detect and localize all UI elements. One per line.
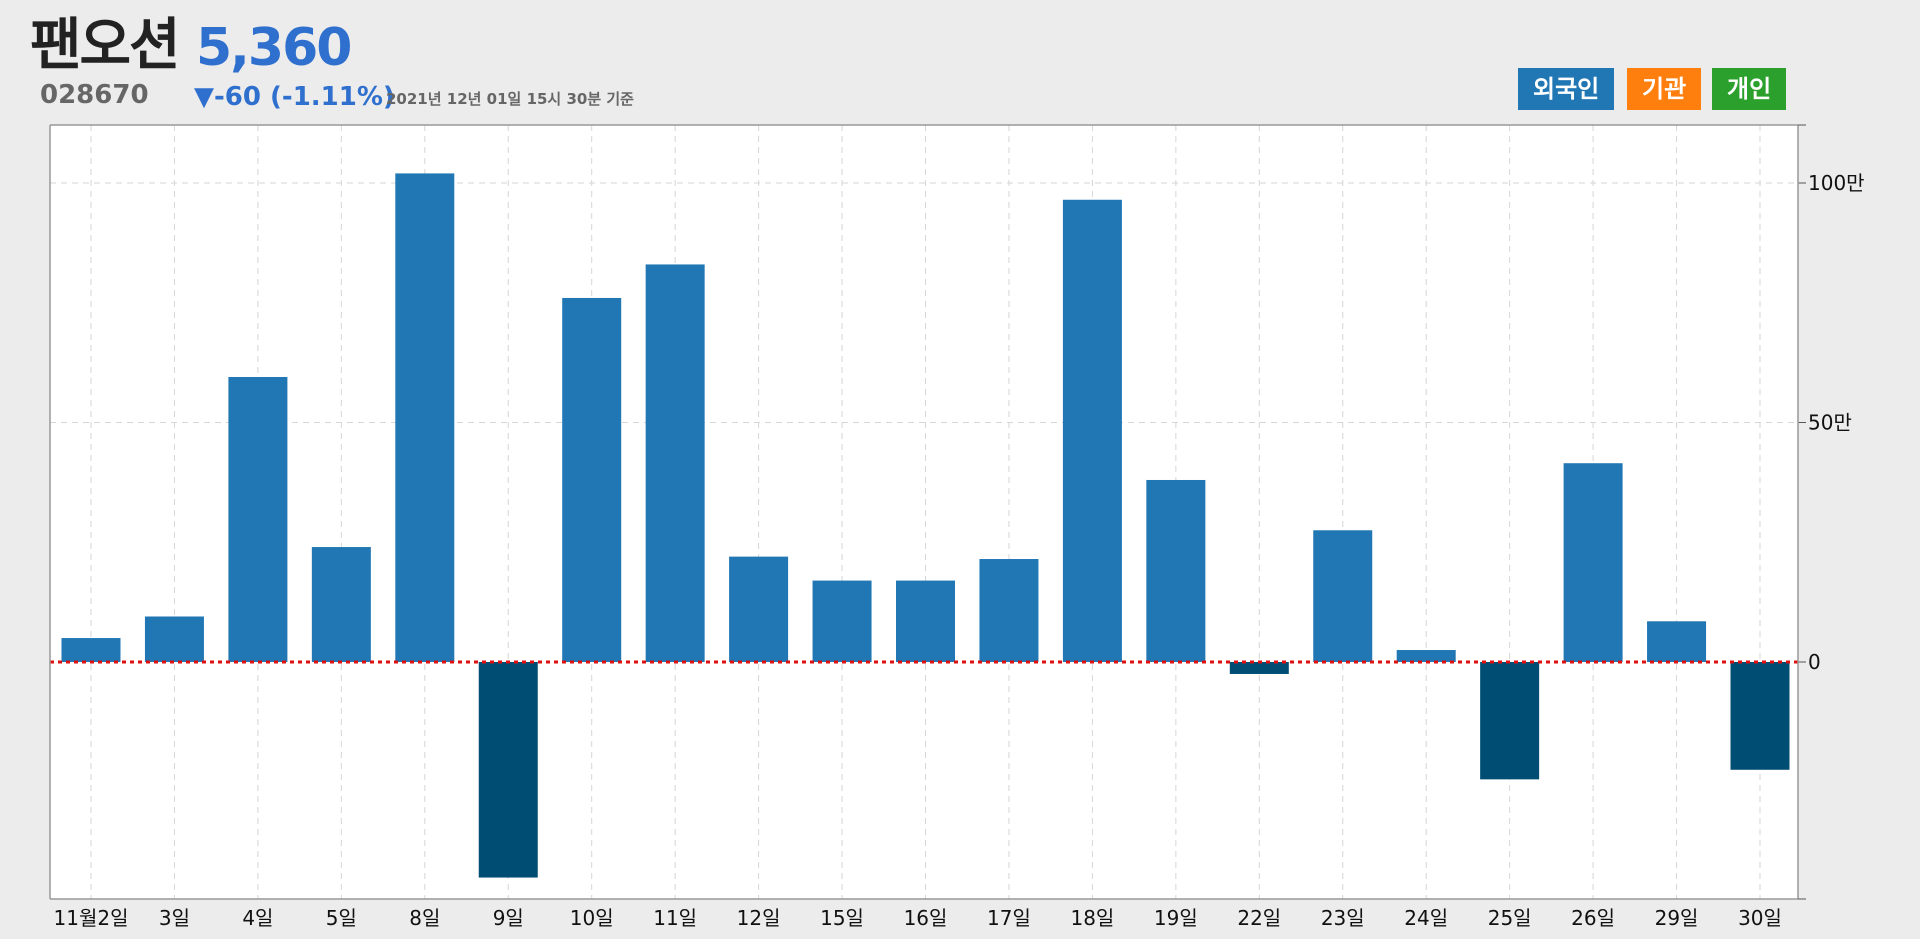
as-of-timestamp: 2021년 12년 01일 15시 30분 기준 — [386, 90, 634, 108]
bar — [1647, 621, 1707, 662]
stock-code: 028670 — [40, 80, 149, 110]
bar — [311, 547, 371, 662]
bar — [1062, 199, 1122, 662]
legend-institution-button[interactable]: 기관 — [1627, 68, 1702, 110]
bar — [812, 580, 872, 662]
x-tick-label: 3일 — [159, 906, 190, 930]
y-tick-label: 100만 — [1808, 171, 1865, 195]
bar — [896, 580, 955, 662]
bar — [1146, 479, 1206, 662]
stock-name: 팬오션 — [30, 13, 181, 78]
x-tick-label: 9일 — [493, 906, 524, 930]
x-tick-label: 18일 — [1070, 906, 1114, 930]
bar — [1563, 463, 1623, 662]
bar — [1396, 650, 1456, 662]
bar — [645, 264, 705, 662]
x-tick-label: 12일 — [737, 906, 781, 930]
bar — [144, 616, 204, 662]
stock-price: 5,360 — [196, 18, 352, 78]
x-tick-label: 25일 — [1488, 906, 1532, 930]
x-tick-label: 24일 — [1404, 906, 1448, 930]
x-tick-label: 11월2일 — [54, 906, 129, 930]
bar — [1480, 662, 1540, 780]
bar — [562, 297, 622, 662]
bar — [1313, 530, 1373, 662]
plot-area — [50, 125, 1798, 899]
bar — [729, 556, 789, 662]
bar — [1730, 662, 1790, 770]
bar — [1229, 662, 1289, 674]
legend-individual-button[interactable]: 개인 — [1712, 68, 1787, 110]
x-tick-label: 26일 — [1571, 906, 1615, 930]
x-tick-label: 11일 — [653, 906, 697, 930]
x-tick-label: 16일 — [904, 906, 948, 930]
bar — [979, 559, 1039, 662]
x-tick-label: 23일 — [1321, 906, 1365, 930]
x-tick-label: 29일 — [1655, 906, 1699, 930]
price-change: ▼-60 (-1.11%) — [194, 82, 395, 112]
x-tick-label: 15일 — [820, 906, 864, 930]
y-tick-label: 50만 — [1808, 411, 1852, 435]
bar — [395, 173, 455, 663]
x-tick-label: 5일 — [326, 906, 357, 930]
x-tick-label: 30일 — [1738, 906, 1782, 930]
x-tick-label: 8일 — [409, 906, 440, 930]
bar — [478, 662, 538, 878]
legend-foreigner-button[interactable]: 외국인 — [1518, 68, 1615, 110]
x-tick-label: 22일 — [1237, 906, 1281, 930]
bar — [61, 638, 121, 662]
x-tick-label: 4일 — [242, 906, 273, 930]
x-tick-label: 17일 — [987, 906, 1031, 930]
y-tick-label: 0 — [1808, 650, 1821, 674]
x-tick-label: 10일 — [570, 906, 614, 930]
x-tick-label: 19일 — [1154, 906, 1198, 930]
bar — [228, 376, 288, 662]
